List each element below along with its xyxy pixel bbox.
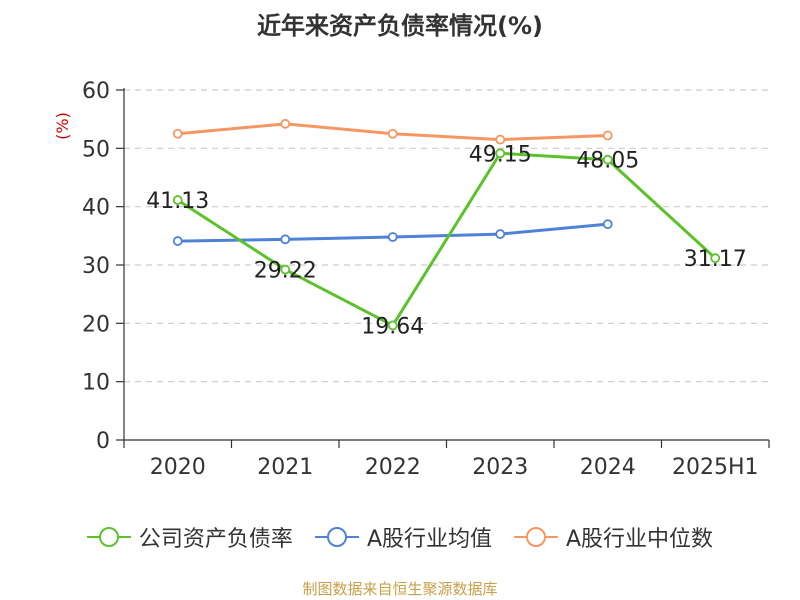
series-line (176, 151, 717, 327)
legend-swatch-marker (326, 527, 347, 547)
y-tick-label: 0 (96, 429, 110, 454)
legend-swatch-marker (526, 527, 546, 547)
data-label: 19.64 (361, 314, 424, 339)
x-tick-label: 2025H1 (672, 455, 759, 480)
data-label: 49.15 (469, 142, 532, 167)
y-tick-label: 20 (82, 312, 110, 337)
x-tick-label: 2020 (150, 455, 206, 480)
y-tick-label: 30 (82, 254, 110, 279)
data-point (280, 118, 291, 129)
data-point (710, 253, 721, 264)
y-tick-label: 60 (82, 79, 110, 104)
y-axis-label: (%) (53, 112, 72, 140)
legend: 公司资产负债率 A股行业均值 A股行业中位数 (0, 521, 800, 553)
legend-label: A股行业中位数 (566, 527, 714, 552)
data-point (172, 128, 183, 139)
data-label: 29.22 (254, 259, 317, 284)
legend-item[interactable]: A股行业均值 (314, 521, 492, 553)
legend-swatch-marker (98, 527, 119, 547)
legend-swatch (86, 527, 131, 547)
data-point (172, 236, 183, 246)
y-tick-label: 10 (82, 371, 110, 396)
data-point (387, 320, 398, 331)
data-point (280, 234, 291, 245)
data-label: 48.05 (576, 149, 639, 174)
legend-label: 公司资产负债率 (138, 527, 293, 552)
y-tick-label: 40 (82, 196, 110, 221)
data-label: 31.17 (684, 247, 747, 272)
y-tick-label: 50 (82, 137, 110, 162)
legend-swatch (514, 527, 558, 547)
axes: (%) 0 10 20 30 40 50 60 2020 2021 2022 2023 2024 2025… (53, 79, 770, 480)
legend-label: A股行业均值 (366, 527, 492, 552)
chart-title: 近年来资产负债率情况(%) (257, 12, 543, 40)
legend-item[interactable]: 公司资产负债率 (86, 521, 293, 553)
data-point (602, 130, 613, 141)
data-point (495, 229, 506, 239)
data-point (387, 128, 398, 139)
x-tick-label: 2022 (365, 455, 421, 480)
source-note: 制图数据来自恒生聚源数据库 (302, 580, 498, 598)
data-point (602, 154, 613, 165)
data-point (495, 148, 506, 159)
data-point (280, 264, 291, 275)
x-tick-label: 2021 (257, 455, 313, 480)
legend-item[interactable]: A股行业中位数 (514, 521, 713, 553)
data-labels: 41.13 29.22 19.64 49.15 48.05 31.17 (146, 142, 746, 339)
data-point (172, 195, 183, 205)
legend-swatch (314, 527, 359, 547)
gridlines (124, 89, 769, 383)
data-point (387, 232, 398, 242)
data-label: 41.13 (146, 189, 209, 214)
data-point (495, 134, 506, 145)
x-tick-label: 2024 (580, 455, 636, 480)
series-lines (172, 118, 721, 331)
x-tick-label: 2023 (472, 455, 528, 480)
data-point (602, 219, 613, 230)
